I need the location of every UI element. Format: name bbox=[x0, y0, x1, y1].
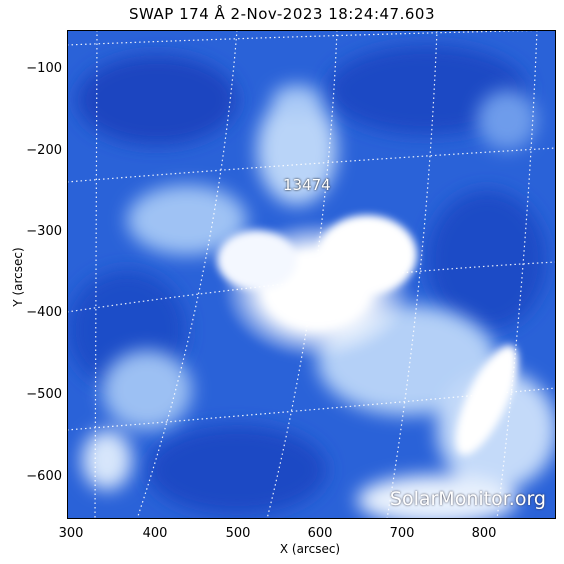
x-tick: 800 bbox=[471, 526, 497, 541]
x-tick: 500 bbox=[225, 526, 251, 541]
x-tick: 700 bbox=[389, 526, 415, 541]
y-tick: −200 bbox=[26, 143, 62, 158]
y-tick: −600 bbox=[26, 469, 62, 484]
y-axis-label: Y (arcsec) bbox=[11, 247, 25, 307]
watermark: SolarMonitor.org bbox=[389, 488, 546, 510]
x-tick: 400 bbox=[142, 526, 168, 541]
y-tick: −500 bbox=[26, 387, 62, 402]
active-region-core bbox=[217, 215, 519, 456]
dark-regions bbox=[67, 45, 547, 515]
x-tick: 300 bbox=[58, 526, 84, 541]
x-tick: 600 bbox=[307, 526, 333, 541]
plot-title: SWAP 174 Å 2-Nov-2023 18:24:47.603 bbox=[129, 5, 435, 23]
y-tick: −400 bbox=[26, 305, 62, 320]
euv-image bbox=[66, 29, 557, 525]
x-axis-label: X (arcsec) bbox=[279, 542, 341, 556]
solar-image bbox=[66, 29, 557, 525]
active-region-label: 13474 bbox=[283, 176, 331, 194]
coordinate-grid bbox=[66, 29, 557, 520]
y-tick: −100 bbox=[26, 61, 62, 76]
y-tick: −300 bbox=[26, 224, 62, 239]
